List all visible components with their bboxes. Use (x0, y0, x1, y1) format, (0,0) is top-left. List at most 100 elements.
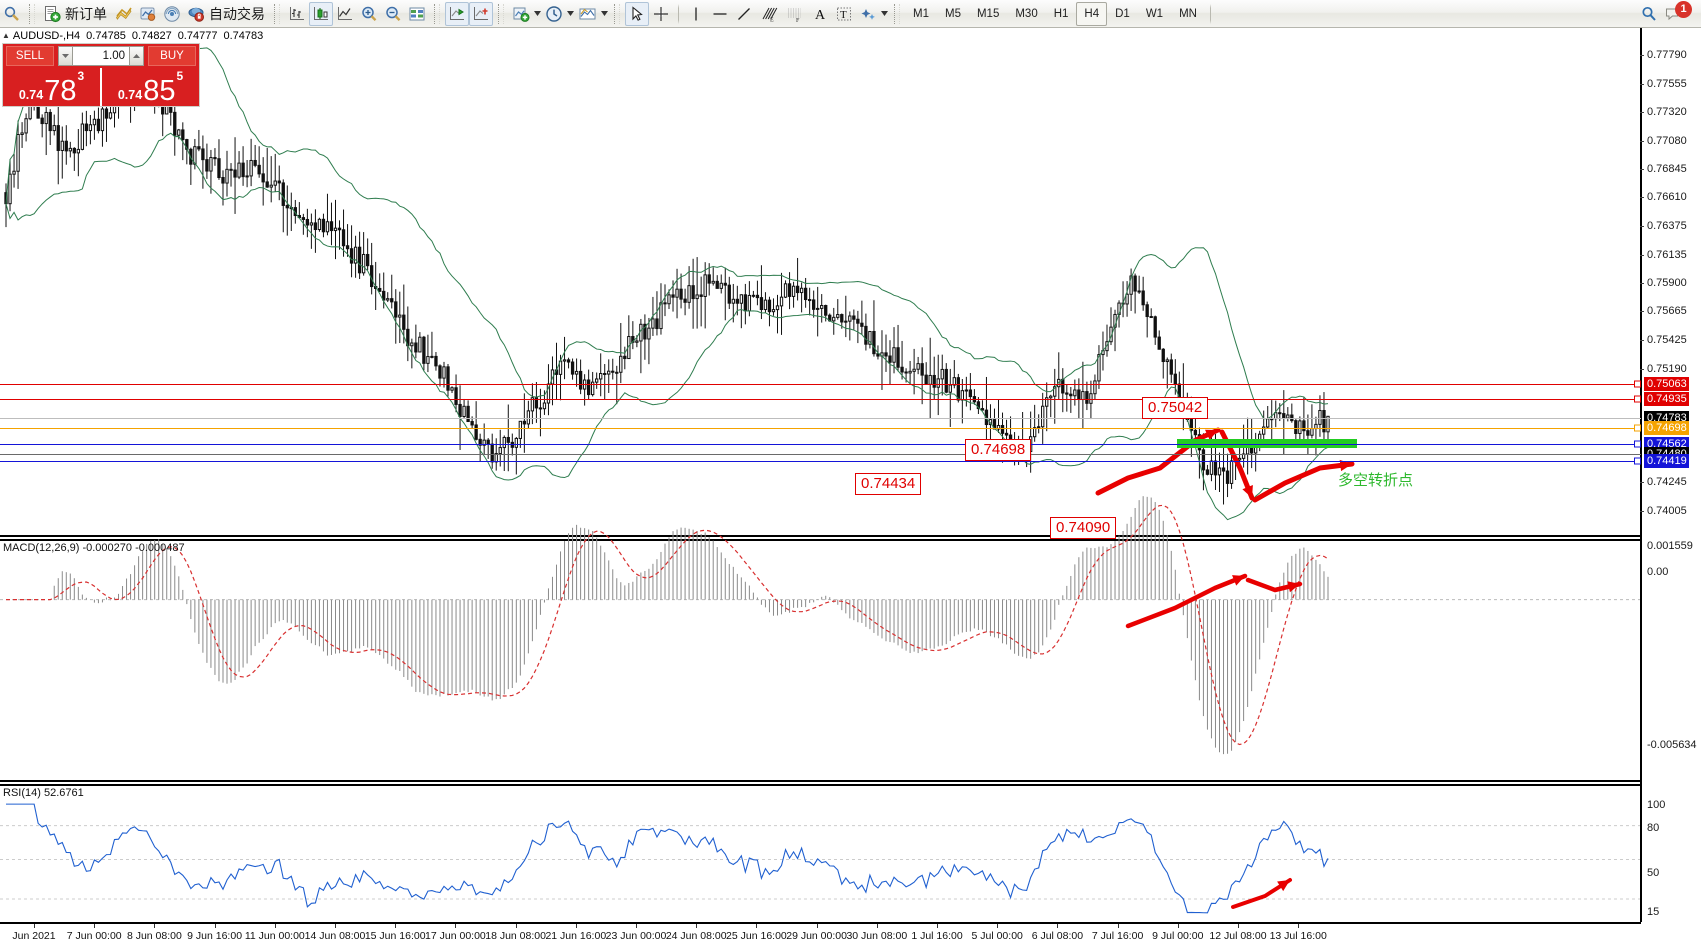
volume-increment-icon[interactable] (129, 46, 144, 66)
timeframe-m5[interactable]: M5 (944, 7, 961, 20)
ohlc-low: 0.74777 (177, 29, 218, 42)
sell-price-display[interactable]: 0.74 78 3 (3, 68, 102, 106)
auto-scroll-icon[interactable] (469, 1, 493, 26)
buy-price-display[interactable]: 0.74 85 5 (102, 68, 199, 106)
shapes-icon[interactable] (856, 2, 880, 26)
price-tag-support-line[interactable]: 0.74419 (1644, 454, 1689, 469)
macd-indicator-label[interactable]: MACD(12,26,9) -0.000270 -0.000487 (3, 542, 185, 554)
crosshair-icon[interactable] (649, 2, 673, 26)
price-tag-resistance-line[interactable]: 0.74935 (1644, 392, 1689, 407)
price-axis-line (1640, 28, 1642, 922)
price-level-line-0.74562[interactable] (0, 444, 1641, 446)
timeframe-h1[interactable]: H1 (1053, 7, 1069, 20)
horizontal-line-icon[interactable] (708, 2, 732, 26)
zoom-out-icon[interactable] (381, 2, 405, 26)
collapse-triangle-icon[interactable]: ▲ (2, 31, 10, 40)
price-level-line-0.75063[interactable] (0, 383, 1641, 385)
autotrading-icon[interactable] (184, 2, 208, 26)
volume-stepper[interactable]: 1.00 (58, 46, 144, 66)
price-tag-resistance-line[interactable]: 0.75063 (1644, 376, 1689, 391)
candlestick-chart-icon[interactable] (309, 1, 333, 26)
time-tick (1238, 924, 1239, 928)
price-tick-label: 0.75900 (1647, 277, 1687, 289)
indicators-icon[interactable] (111, 2, 136, 26)
buy-button[interactable]: BUY (148, 46, 196, 66)
price-level-line-0.74698[interactable] (0, 427, 1641, 429)
chevron-down-icon-period[interactable] (566, 2, 575, 26)
time-tick (1298, 924, 1300, 928)
price-level-handle[interactable] (1634, 457, 1641, 465)
ohlc-close: 0.74783 (223, 29, 264, 42)
chart-annotation-0.74698[interactable]: 0.74698 (965, 439, 1032, 461)
chart-canvas[interactable]: 0.77790 0.77555 0.77320 0.77080 0.76845 0.766… (0, 28, 1701, 950)
chevron-down-icon-shapes[interactable] (880, 2, 889, 26)
time-tick (636, 924, 637, 928)
signals-icon[interactable] (160, 2, 184, 26)
price-tick (1640, 197, 1644, 199)
line-chart-icon[interactable] (333, 2, 357, 26)
timeframe-h4[interactable]: H4 (1076, 1, 1108, 26)
bollinger-band-upper (5, 47, 1329, 420)
price-level-handle[interactable] (1634, 395, 1641, 403)
price-level-handle[interactable] (1634, 440, 1641, 448)
price-tick (1640, 83, 1644, 85)
vertical-line-icon[interactable] (684, 2, 708, 26)
volume-input[interactable]: 1.00 (73, 46, 129, 66)
time-axis[interactable]: Jun 2021 7 Jun 00:00 8 Jun 08:00 9 Jun 16:0… (0, 922, 1641, 952)
chart-annotation-0.74434[interactable]: 0.74434 (855, 473, 922, 495)
price-level-line-0.74480 (0, 454, 1641, 456)
text-icon[interactable]: T (832, 2, 856, 26)
period-icon[interactable] (542, 2, 566, 26)
fibonacci-icon[interactable]: E (756, 2, 782, 26)
price-tick (1640, 140, 1644, 142)
svg-text:A: A (815, 8, 826, 23)
search-icon[interactable] (1637, 2, 1661, 26)
buy-price-fraction: 5 (176, 69, 184, 83)
sell-price-fraction: 3 (77, 69, 85, 83)
chart-annotation-0.74090[interactable]: 0.74090 (1050, 517, 1117, 539)
chevron-down-icon-indicators[interactable] (533, 2, 542, 26)
price-scale[interactable]: 0.77790 0.77555 0.77320 0.77080 0.76845 0.766… (1640, 28, 1701, 922)
data-window-icon[interactable] (405, 2, 429, 26)
rsi-scale-label: 50 (1647, 867, 1660, 879)
templates2-icon[interactable] (575, 2, 600, 26)
chevron-down-icon-templates[interactable] (600, 2, 609, 26)
chart-annotation-0.75042[interactable]: 0.75042 (1142, 397, 1209, 419)
cursor-icon[interactable] (625, 1, 649, 26)
sell-button[interactable]: SELL (6, 46, 54, 66)
alerts-icon[interactable]: 1 (1661, 0, 1695, 26)
timeframe-d1[interactable]: D1 (1115, 7, 1130, 20)
price-level-line-0.74419[interactable] (0, 461, 1641, 463)
price-level-handle[interactable] (1634, 424, 1641, 432)
volume-decrement-icon[interactable] (58, 46, 73, 66)
text-label-icon[interactable]: A (808, 2, 832, 26)
price-tick-label: 0.76845 (1647, 163, 1687, 176)
timeframe-m1[interactable]: M1 (913, 7, 929, 20)
timeframe-w1[interactable]: W1 (1145, 7, 1164, 20)
price-tag-pivot-line[interactable]: 0.74698 (1644, 420, 1689, 435)
time-tick-label: Jun 2021 (12, 930, 56, 942)
macd-histogram (53, 496, 1329, 755)
time-tick (274, 924, 276, 928)
rsi-indicator-label[interactable]: RSI(14) 52.6761 (3, 787, 84, 799)
add-indicator-icon[interactable] (509, 2, 533, 26)
timeframe-mn[interactable]: MN (1179, 7, 1197, 20)
chart-shift-icon[interactable] (445, 1, 469, 26)
cursor-search-icon[interactable] (0, 2, 24, 26)
timeframe-m15[interactable]: M15 (976, 7, 1000, 20)
trendline-icon[interactable] (732, 2, 756, 26)
new-order-label[interactable]: 新订单 (65, 6, 107, 23)
price-tick (1640, 225, 1644, 227)
main-toolbar: 新订单 自动交易 (0, 0, 1701, 28)
new-order-icon[interactable] (40, 2, 64, 26)
price-level-line-0.74935[interactable] (0, 399, 1641, 401)
channel-icon[interactable]: F (782, 2, 808, 26)
forecast-arrow-up-1 (1095, 427, 1221, 496)
zoom-in-icon[interactable] (357, 2, 381, 26)
timeframe-m30[interactable]: M30 (1015, 7, 1038, 20)
bar-chart-icon[interactable] (285, 2, 309, 26)
autotrading-label[interactable]: 自动交易 (209, 6, 265, 23)
time-tick-label: 14 Jun 08:00 (304, 930, 366, 942)
templates-icon[interactable] (136, 2, 160, 26)
price-level-handle[interactable] (1634, 380, 1641, 388)
